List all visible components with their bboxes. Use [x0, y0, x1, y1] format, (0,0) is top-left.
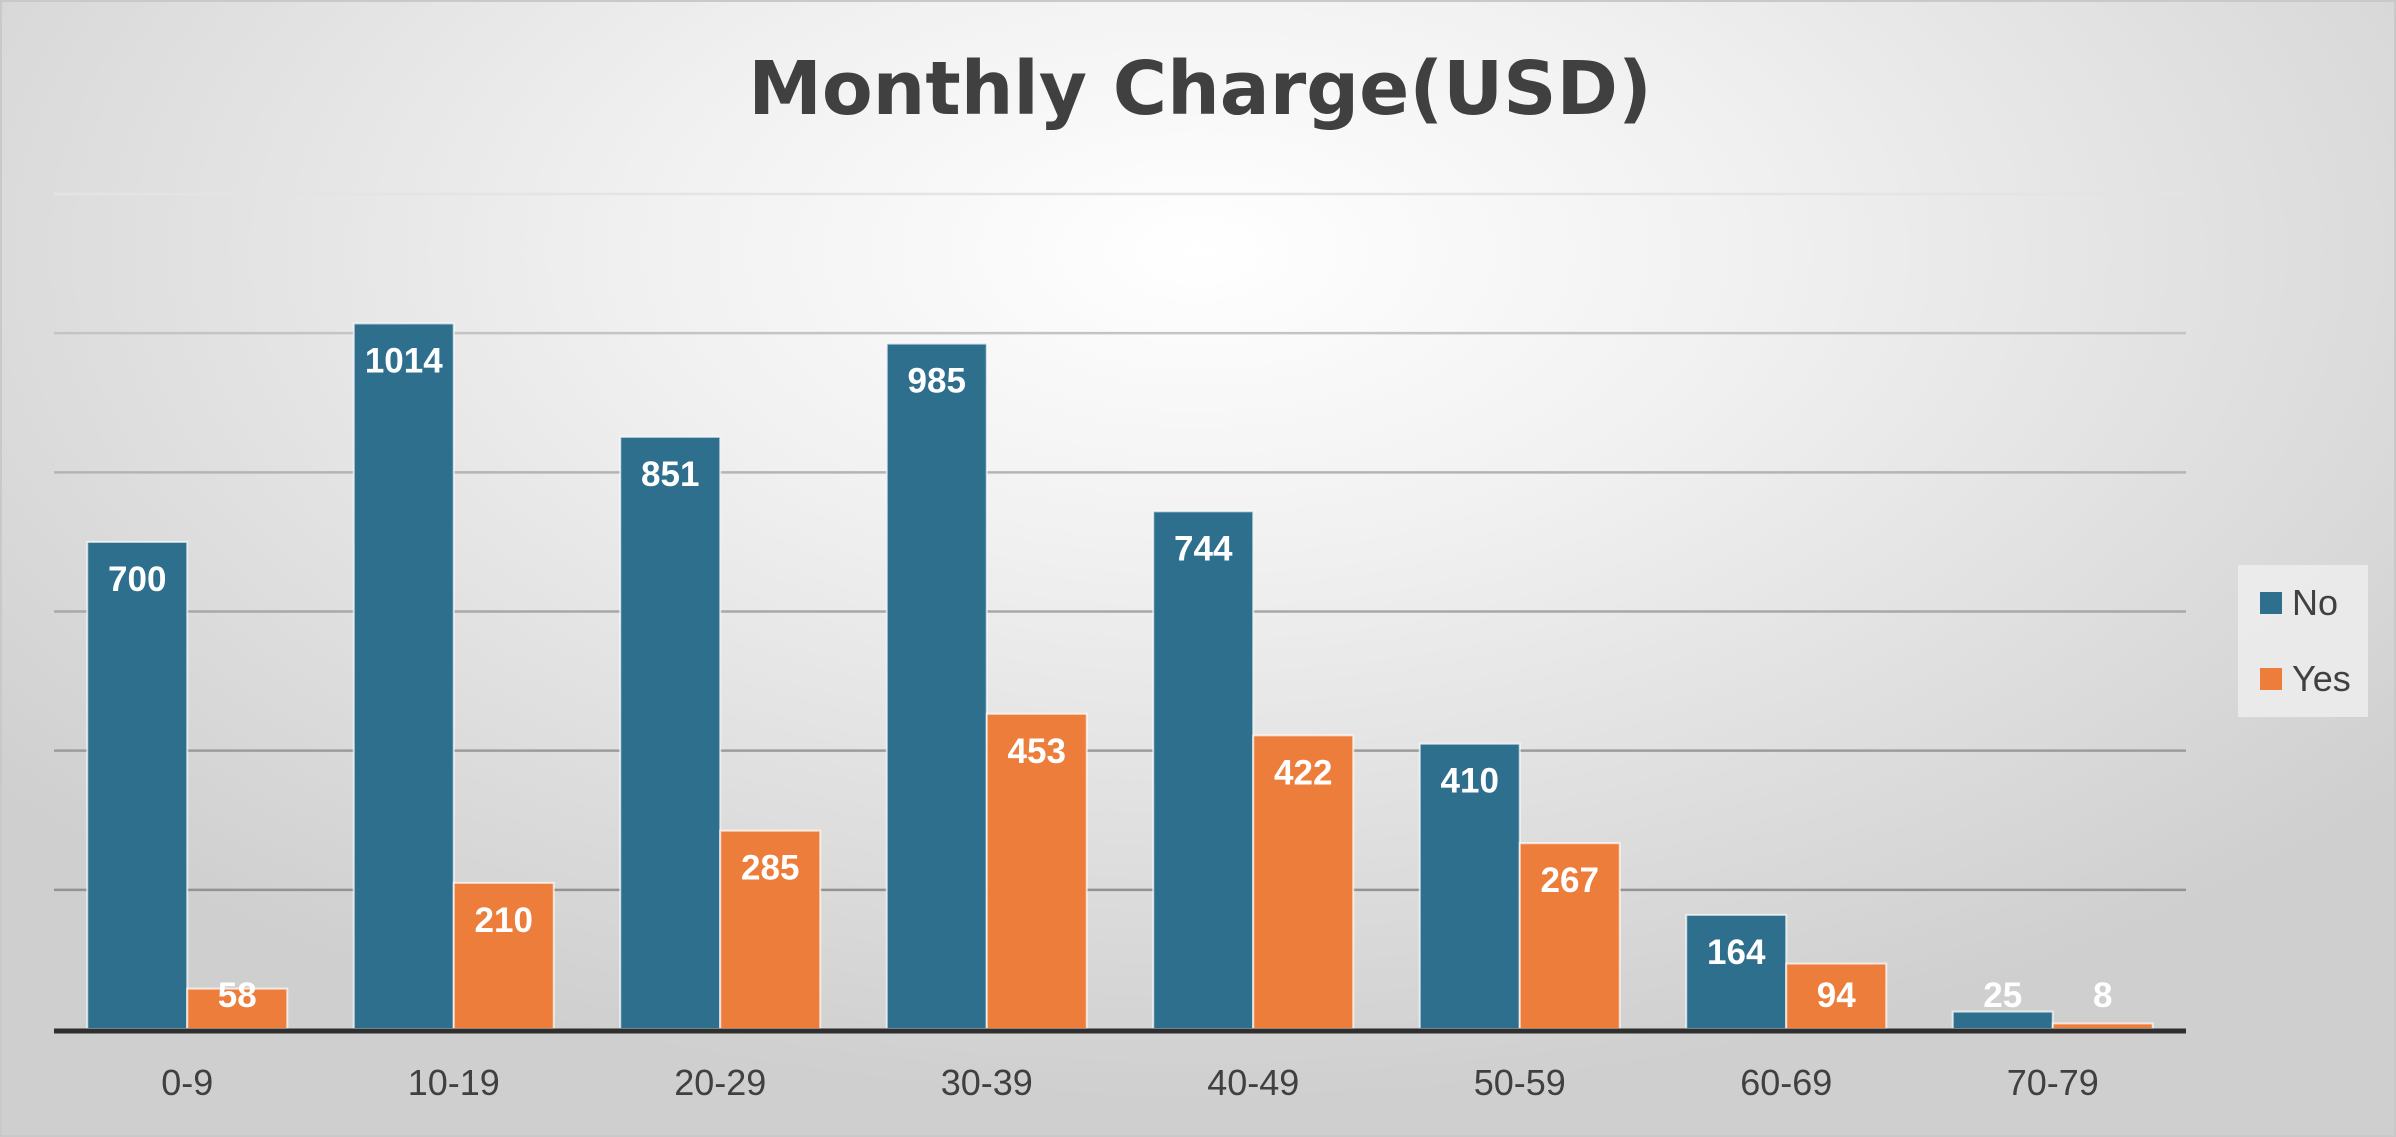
bar-yes-40-49: [1252, 734, 1355, 1030]
data-label-no-70-79: 25: [1983, 976, 2022, 1015]
data-label-no-40-49: 744: [1174, 529, 1233, 568]
bar-no-60-69: [1685, 913, 1788, 1031]
legend-item-yes: Yes: [2260, 658, 2351, 699]
bar-no-50-59: [1418, 742, 1521, 1030]
x-tick-label: 30-39: [941, 1062, 1033, 1103]
x-axis: 0-9 10-19 20-29 30-39 40-49 50-59 60-69 70-79: [54, 1028, 2186, 1103]
legend-swatch-no: [2260, 592, 2282, 614]
x-tick-label: 70-79: [2007, 1062, 2099, 1103]
data-label-yes-60-69: 94: [1817, 976, 1856, 1015]
bar-yes-20-29: [719, 829, 822, 1030]
legend-label-no: No: [2292, 582, 2339, 623]
data-label-no-20-29: 851: [641, 455, 699, 494]
chart-title: Monthly Charge(USD): [748, 46, 1652, 132]
data-label-yes-30-39: 453: [1008, 732, 1066, 771]
bar-yes-50-59: [1518, 842, 1621, 1031]
x-tick-label: 10-19: [408, 1062, 500, 1103]
data-label-no-50-59: 410: [1441, 762, 1499, 801]
bar-no-20-29: [619, 435, 722, 1030]
x-tick-label: 40-49: [1207, 1062, 1299, 1103]
data-label-yes-50-59: 267: [1541, 861, 1599, 900]
x-tick-label: 0-9: [161, 1062, 213, 1103]
data-label-yes-10-19: 210: [475, 901, 533, 940]
data-label-no-30-39: 985: [908, 362, 966, 401]
bar-no-40-49: [1152, 510, 1255, 1030]
bar-no-0-9: [86, 540, 189, 1031]
bars: [86, 322, 2154, 1031]
data-label-yes-70-79: 8: [2093, 976, 2112, 1015]
legend-item-no: No: [2260, 582, 2339, 623]
data-label-yes-0-9: 58: [218, 976, 257, 1015]
legend-swatch-yes: [2260, 668, 2282, 690]
legend-label-yes: Yes: [2292, 658, 2351, 699]
data-label-no-10-19: 1014: [365, 341, 443, 380]
data-labels: 700 58 1014 210 851 285 985 453 744 422 410 267 164 9…: [108, 341, 2112, 1015]
x-tick-label: 50-59: [1474, 1062, 1566, 1103]
data-label-no-60-69: 164: [1707, 933, 1766, 972]
data-label-yes-20-29: 285: [741, 849, 799, 888]
x-tick-label: 20-29: [674, 1062, 766, 1103]
bar-yes-30-39: [985, 712, 1088, 1030]
bar-yes-10-19: [452, 881, 555, 1030]
bar-yes-70-79: [2051, 1022, 2154, 1031]
data-label-no-0-9: 700: [108, 560, 166, 599]
legend: No Yes: [2238, 565, 2368, 717]
bar-no-10-19: [352, 322, 455, 1030]
data-label-yes-40-49: 422: [1274, 753, 1332, 792]
x-tick-label: 60-69: [1740, 1062, 1832, 1103]
bar-no-30-39: [885, 342, 988, 1030]
